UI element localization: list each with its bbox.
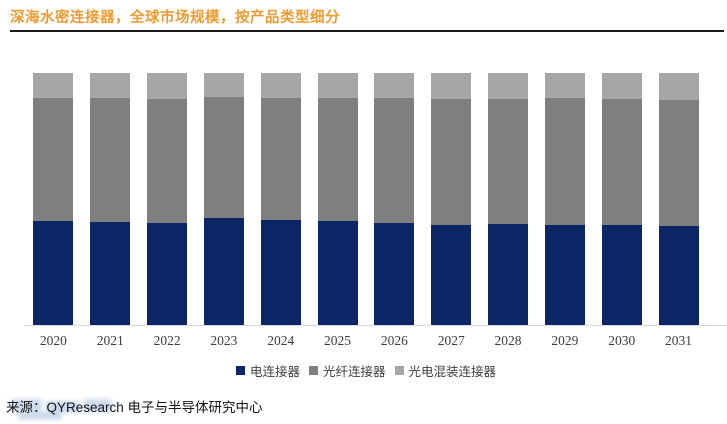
legend-swatch xyxy=(235,365,245,375)
source-text: 来源：QYResearch 电子与半导体研究中心 xyxy=(6,400,263,415)
watermark xyxy=(12,399,42,412)
bar-2023 xyxy=(203,73,244,325)
bar-column-2022 xyxy=(139,73,196,325)
bar-segment-electrical-connector xyxy=(33,220,74,325)
legend-item-electrical-connector: 电连接器 xyxy=(235,361,300,380)
bar-2026 xyxy=(374,73,415,325)
bar-column-2030 xyxy=(593,73,650,325)
bar-segment-fiber-optic-connector xyxy=(260,98,301,220)
x-axis-label: 2029 xyxy=(551,333,579,348)
bar-2029 xyxy=(544,73,585,325)
x-axis-label: 2025 xyxy=(324,333,352,348)
x-axis-label: 2023 xyxy=(210,333,238,348)
bar-segment-electro-optical-hybrid-connector xyxy=(260,73,301,99)
bar-2027 xyxy=(431,73,472,325)
chart-title: 深海水密连接器，全球市场规模，按产品类型细分 xyxy=(10,10,340,26)
legend-item-fiber-optic-connector: 光纤连接器 xyxy=(308,361,386,380)
bar-segment-electro-optical-hybrid-connector xyxy=(374,73,415,99)
bar-column-2026 xyxy=(366,73,423,325)
bar-segment-fiber-optic-connector xyxy=(317,98,358,221)
legend-swatch xyxy=(394,365,404,375)
bar-segment-electrical-connector xyxy=(260,219,301,325)
bar-segment-electro-optical-hybrid-connector xyxy=(33,73,74,99)
legend-item-electro-optical-hybrid-connector: 光电混装连接器 xyxy=(394,361,497,380)
bar-segment-electro-optical-hybrid-connector xyxy=(658,73,699,100)
bar-segment-electro-optical-hybrid-connector xyxy=(203,73,244,97)
bar-segment-fiber-optic-connector xyxy=(544,97,585,225)
bar-2025 xyxy=(317,73,358,325)
watermark xyxy=(84,399,112,412)
x-axis-line xyxy=(25,325,727,326)
legend-label: 光电混装连接器 xyxy=(408,364,497,379)
watermark xyxy=(46,401,80,413)
bar-segment-fiber-optic-connector xyxy=(90,98,131,222)
x-axis-label: 2020 xyxy=(39,333,67,348)
bar-segment-electrical-connector xyxy=(488,223,529,325)
bar-segment-electrical-connector xyxy=(317,220,358,325)
bar-segment-electro-optical-hybrid-connector xyxy=(488,73,529,100)
bar-segment-electro-optical-hybrid-connector xyxy=(601,73,642,100)
x-axis-label: 2026 xyxy=(380,333,408,348)
bar-segment-electro-optical-hybrid-connector xyxy=(317,73,358,99)
bar-segment-electrical-connector xyxy=(203,217,244,325)
bar-segment-fiber-optic-connector xyxy=(33,98,74,221)
bar-2021 xyxy=(90,73,131,325)
chart-legend: 电连接器 光纤连接器 光电混装连接器 xyxy=(25,361,707,380)
x-axis-labels: 2020 2021 2022 2023 2024 2025 2026 2027 2028 2029… xyxy=(25,333,707,351)
x-axis-label: 2027 xyxy=(437,333,465,348)
bar-segment-electrical-connector xyxy=(601,224,642,325)
x-axis-label: 2031 xyxy=(665,333,693,348)
bar-column-2021 xyxy=(82,73,139,325)
bar-segment-electro-optical-hybrid-connector xyxy=(431,73,472,100)
bar-segment-electrical-connector xyxy=(147,222,188,325)
x-axis-label: 2022 xyxy=(153,333,181,348)
bar-segment-electrical-connector xyxy=(658,225,699,325)
bar-segment-fiber-optic-connector xyxy=(488,99,529,224)
bar-segment-electrical-connector xyxy=(431,224,472,325)
bar-column-2029 xyxy=(536,73,593,325)
x-axis-label: 2024 xyxy=(267,333,295,348)
bar-segment-fiber-optic-connector xyxy=(147,99,188,223)
bar-segment-electrical-connector xyxy=(90,221,131,325)
bar-segment-fiber-optic-connector xyxy=(431,99,472,225)
bar-segment-electrical-connector xyxy=(544,224,585,325)
bar-column-2027 xyxy=(423,73,480,325)
bar-column-2028 xyxy=(480,73,537,325)
bar-segment-electro-optical-hybrid-connector xyxy=(147,73,188,100)
bar-segment-fiber-optic-connector xyxy=(374,98,415,223)
legend-label: 光纤连接器 xyxy=(322,364,386,379)
bar-2024 xyxy=(260,73,301,325)
x-axis-label: 2028 xyxy=(494,333,522,348)
bar-column-2024 xyxy=(252,73,309,325)
bar-column-2031 xyxy=(650,73,707,325)
bar-segment-electrical-connector xyxy=(374,222,415,325)
bar-segment-fiber-optic-connector xyxy=(658,99,699,226)
x-axis-label: 2030 xyxy=(608,333,636,348)
bar-segment-electro-optical-hybrid-connector xyxy=(90,73,131,99)
bar-2028 xyxy=(488,73,529,325)
watermark xyxy=(18,412,62,420)
bar-column-2025 xyxy=(309,73,366,325)
legend-swatch xyxy=(308,365,318,375)
bar-segment-fiber-optic-connector xyxy=(601,99,642,225)
title-divider xyxy=(10,30,724,32)
bar-2031 xyxy=(658,73,699,325)
bar-2030 xyxy=(601,73,642,325)
bar-2020 xyxy=(33,73,74,325)
bar-segment-electro-optical-hybrid-connector xyxy=(544,73,585,98)
bar-2022 xyxy=(147,73,188,325)
bar-segment-fiber-optic-connector xyxy=(203,96,244,218)
bar-column-2020 xyxy=(25,73,82,325)
bar-column-2023 xyxy=(195,73,252,325)
x-axis-label: 2021 xyxy=(96,333,124,348)
legend-label: 电连接器 xyxy=(249,364,300,379)
plot-area xyxy=(25,73,707,325)
